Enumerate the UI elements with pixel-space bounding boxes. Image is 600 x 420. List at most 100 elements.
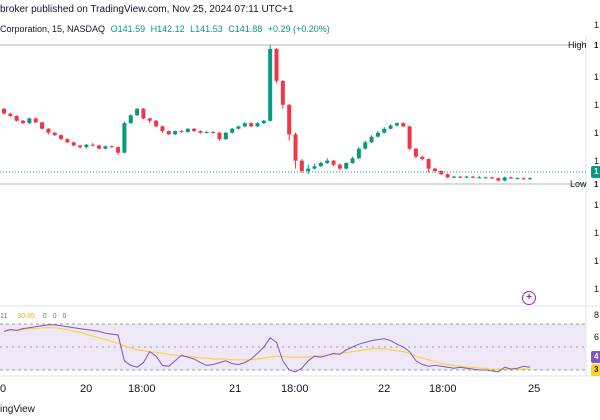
price-label: 1 — [594, 100, 600, 110]
indicator-value: 0 — [52, 313, 57, 320]
published-caption: broker published on TradingView.com, Nov… — [0, 4, 294, 15]
time-label: 20 — [80, 383, 93, 395]
candle-body — [71, 142, 76, 146]
time-label: 18:00 — [429, 383, 457, 395]
symbol-name[interactable]: Corporation, 15, NASDAQ — [0, 24, 106, 34]
rsi-axis-label: 8 — [594, 310, 600, 320]
candle-body — [255, 123, 260, 127]
indicator-value: 0 — [62, 313, 67, 320]
candle-body — [407, 126, 412, 149]
indicator-legend: 11 30.85 0 0 0 — [0, 313, 66, 320]
candle-body — [116, 147, 121, 153]
candle-body — [363, 142, 368, 149]
price-label: 1 — [594, 128, 600, 138]
candle-body — [325, 160, 330, 164]
candle-body — [318, 163, 323, 167]
price-label: 1 — [594, 284, 600, 294]
candle-body — [528, 178, 532, 180]
rsi-ma-line — [3, 327, 530, 370]
tradingview-logo[interactable]: ingView — [0, 404, 35, 415]
candle-body — [344, 163, 349, 169]
candle-body — [261, 120, 266, 124]
high-price-badge: 1 — [591, 40, 600, 52]
candle-body — [464, 176, 469, 178]
candle-body — [356, 148, 361, 159]
candle-body — [90, 144, 95, 146]
candle-body — [312, 166, 317, 169]
candle-body — [388, 125, 393, 129]
candle-body — [521, 178, 526, 180]
indicator-value: 0 — [42, 313, 47, 320]
candle-body — [204, 131, 209, 133]
low-price-badge: 1 — [594, 179, 599, 191]
candle-body — [432, 168, 437, 172]
candle-body — [508, 177, 513, 179]
candle-body — [477, 177, 482, 179]
rsi-value-badge: 4 — [591, 351, 600, 363]
candle-body — [483, 177, 488, 179]
time-label: 25 — [528, 383, 541, 395]
candle-body — [502, 177, 507, 181]
candle-body — [287, 104, 292, 135]
candle-body — [65, 139, 70, 143]
price-label: 1 — [594, 228, 600, 238]
candle-body — [40, 122, 45, 129]
candle-body — [141, 108, 146, 119]
candle-body — [223, 132, 228, 140]
candle-body — [27, 118, 32, 124]
candle-body — [109, 146, 114, 148]
rsi-axis-label: 6 — [594, 332, 600, 342]
candle-body — [489, 177, 494, 179]
ohlc-open: O141.59 — [110, 24, 146, 34]
last-price-badge: 1 — [591, 166, 600, 178]
candle-body — [337, 164, 342, 169]
price-label: 1 — [594, 200, 600, 210]
candle-body — [268, 48, 273, 121]
price-label: 1 — [594, 256, 600, 266]
candle-body — [166, 131, 171, 135]
ohlc-low: L141.53 — [190, 24, 223, 34]
candle-body — [78, 145, 83, 148]
candle-body — [242, 123, 247, 127]
candle-body — [496, 178, 501, 181]
candle-body — [122, 123, 127, 153]
price-label: 1 — [594, 156, 600, 166]
symbol-legend: Corporation, 15, NASDAQ O141.59 H142.12 … — [0, 24, 333, 34]
candle-body — [439, 171, 444, 175]
rsi-line — [3, 324, 531, 373]
candle-body — [375, 132, 380, 137]
ohlc-close: C141.88 — [228, 24, 263, 34]
ohlc-change: +0.29 (+0.20%) — [267, 24, 330, 34]
candle-body — [52, 132, 57, 136]
candle-body — [350, 158, 355, 164]
candle-body — [331, 160, 336, 165]
candle-body — [14, 115, 19, 121]
candle-body — [382, 128, 387, 133]
candle-body — [426, 159, 431, 169]
candle-body — [103, 146, 108, 149]
price-axis-panel[interactable] — [586, 36, 600, 376]
indicator-value: 30.85 — [17, 313, 35, 320]
candle-body — [470, 176, 475, 178]
add-indicator-button[interactable]: + — [522, 291, 536, 305]
time-label: 18:00 — [281, 383, 309, 395]
candle-body — [401, 123, 406, 127]
candle-body — [147, 118, 152, 121]
ohlc-high: H142.12 — [150, 24, 185, 34]
candle-body — [249, 123, 254, 127]
candle-body — [274, 48, 279, 81]
candle-body — [458, 176, 463, 178]
candle-body — [394, 123, 399, 126]
candle-body — [84, 144, 89, 148]
low-label: Low — [570, 179, 587, 189]
candle-body — [515, 178, 520, 180]
candle-body — [46, 128, 51, 133]
time-label: 0 — [0, 383, 7, 395]
price-label: 1 — [594, 20, 600, 30]
candle-body — [369, 136, 374, 143]
candle-body — [154, 120, 159, 127]
candle-body — [299, 160, 304, 172]
candle-body — [451, 176, 456, 178]
